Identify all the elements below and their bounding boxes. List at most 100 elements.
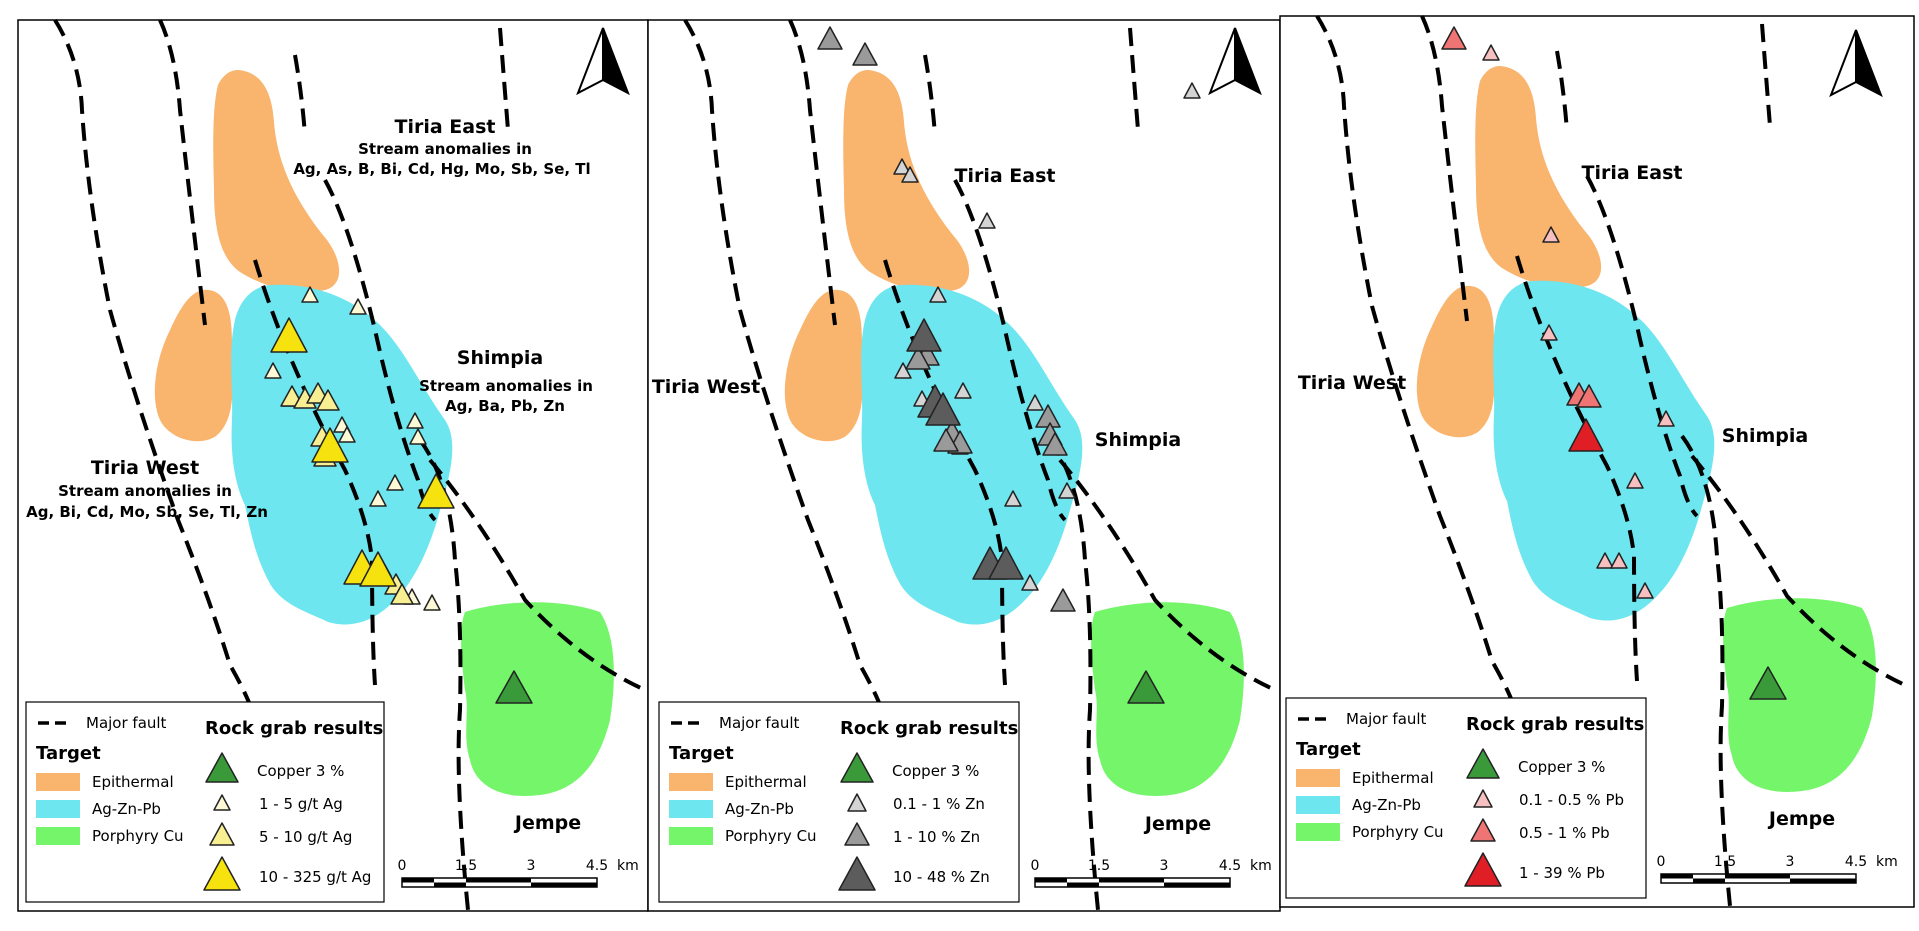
- legend-class-2-triangle: [209, 822, 235, 846]
- fault-line: [1128, 27, 1140, 131]
- sample-triangle: [852, 42, 878, 66]
- legend-epithermal-swatch: [1296, 769, 1340, 787]
- sample-triangle: [406, 412, 424, 429]
- legend-copper-triangle: [840, 752, 874, 783]
- legend-porphyry-label: Porphyry Cu: [725, 827, 817, 845]
- fault-line: [293, 54, 307, 136]
- fault-line: [1315, 14, 1519, 717]
- legend-class-2-label: 5 - 10 g/t Ag: [259, 828, 352, 846]
- sample-triangle: [929, 286, 947, 303]
- legend-porphyry-swatch: [36, 827, 80, 845]
- sample-points: [817, 26, 1201, 704]
- sample-triangle: [390, 583, 414, 605]
- legend-epithermal-swatch: [36, 773, 80, 791]
- scale-tick-2: 3: [1160, 858, 1169, 874]
- legend-epithermal-label: Epithermal: [1352, 769, 1434, 787]
- legend-copper-label: Copper 3 %: [892, 762, 979, 780]
- sample-triangle: [311, 427, 349, 463]
- label-tiria-east: Tiria East: [1582, 162, 1683, 184]
- sample-triangle: [817, 26, 843, 50]
- label-jempe: Jempe: [1767, 808, 1835, 830]
- label-jempe: Jempe: [1143, 813, 1211, 835]
- sample-triangle: [1183, 82, 1201, 99]
- panel-lead: Tiria East Tiria West Shimpia Jempe 0 1.…: [1279, 14, 1915, 908]
- sample-triangle: [409, 428, 427, 445]
- sample-triangle: [1441, 26, 1467, 50]
- scale-bar: 0 1.5 3 4.5 km: [1031, 858, 1272, 888]
- fault-line: [498, 27, 510, 131]
- legend-class-1-triangle: [1473, 789, 1493, 808]
- sample-triangle: [1626, 472, 1644, 489]
- sample-triangle: [925, 392, 961, 426]
- fault-line: [53, 18, 257, 721]
- legend-ag-zn-pb-swatch: [669, 800, 713, 818]
- legend-porphyry-label: Porphyry Cu: [1352, 823, 1444, 841]
- sample-triangle: [264, 362, 282, 379]
- sample-triangle: [933, 428, 959, 452]
- legend-class-2-label: 0.5 - 1 % Pb: [1519, 824, 1610, 842]
- sample-triangle: [1540, 324, 1558, 341]
- fault-line: [1680, 434, 1732, 907]
- legend-rock-title: Rock grab results: [1466, 714, 1644, 735]
- legend: Major fault Target Epithermal Ag-Zn-Pb P…: [25, 701, 385, 903]
- legend-epithermal-label: Epithermal: [725, 773, 807, 791]
- sample-triangle: [1568, 418, 1604, 452]
- legend-porphyry-label: Porphyry Cu: [92, 827, 184, 845]
- scale-tick-0: 0: [1031, 858, 1040, 874]
- label-tiria-east: Tiria East: [955, 165, 1056, 187]
- sample-triangle: [893, 158, 911, 175]
- legend-ag-zn-pb-label: Ag-Zn-Pb: [92, 800, 161, 818]
- legend-porphyry-swatch: [669, 827, 713, 845]
- scale-tick-3: 4.5: [1845, 854, 1867, 870]
- porphyry-target: [1723, 598, 1876, 792]
- fault-line: [323, 179, 437, 522]
- legend-class-1-label: 1 - 5 g/t Ag: [259, 795, 343, 813]
- copper-sample-triangle: [495, 670, 533, 704]
- legend-fault-label: Major fault: [719, 714, 800, 732]
- sample-triangle: [988, 546, 1024, 580]
- copper-sample-triangle: [1127, 670, 1165, 704]
- sample-triangle: [1636, 582, 1654, 599]
- sample-triangle: [1596, 552, 1614, 569]
- legend-target-title: Target: [669, 743, 734, 764]
- fault-line: [1760, 23, 1772, 127]
- legend-porphyry-swatch: [1296, 823, 1340, 841]
- label-tiria-east: Tiria East: [395, 116, 496, 138]
- label-tiria-east-anomaly-title: Stream anomalies in: [358, 140, 532, 158]
- scale-tick-2: 3: [527, 858, 536, 874]
- sample-triangle: [1542, 226, 1560, 243]
- scale-bar: 0 1.5 3 4.5 km: [1657, 854, 1898, 884]
- label-shimpia: Shimpia: [1722, 425, 1808, 447]
- sample-triangle: [1576, 384, 1602, 408]
- sample-triangle: [906, 318, 942, 352]
- scale-unit: km: [1876, 854, 1898, 870]
- sample-triangle: [359, 551, 397, 587]
- scale-tick-2: 3: [1786, 854, 1795, 870]
- scale-tick-1: 1.5: [1088, 858, 1110, 874]
- legend-fault-label: Major fault: [1346, 710, 1427, 728]
- sample-triangle: [905, 346, 931, 370]
- sample-triangle: [386, 474, 404, 491]
- legend-copper-label: Copper 3 %: [1518, 758, 1605, 776]
- fault-line: [1555, 50, 1569, 132]
- legend-class-3-triangle: [203, 856, 241, 891]
- legend-ag-zn-pb-swatch: [1296, 796, 1340, 814]
- label-shimpia-anomaly-title: Stream anomalies in: [419, 377, 593, 395]
- map-labels: Tiria East Stream anomalies in Ag, As, B…: [26, 116, 593, 834]
- target-areas: [1416, 66, 1876, 792]
- sample-triangle: [301, 286, 319, 303]
- legend-ag-zn-pb-label: Ag-Zn-Pb: [725, 800, 794, 818]
- legend-epithermal-swatch: [669, 773, 713, 791]
- fault-line: [1058, 458, 1276, 692]
- label-tiria-west: Tiria West: [1298, 372, 1406, 394]
- legend-ag-zn-pb-label: Ag-Zn-Pb: [1352, 796, 1421, 814]
- legend-fault-label: Major fault: [86, 714, 167, 732]
- epithermal-target-west: [1416, 285, 1495, 438]
- map-labels: Tiria East Tiria West Shimpia Jempe: [1298, 162, 1835, 830]
- panel-silver: Tiria East Stream anomalies in Ag, As, B…: [17, 18, 649, 912]
- legend-class-1-triangle: [847, 793, 867, 812]
- label-tiria-west-anomaly-elements: Ag, Bi, Cd, Mo, Sb, Se, Tl, Zn: [26, 503, 268, 521]
- fault-line: [683, 18, 887, 721]
- scale-tick-1: 1.5: [1714, 854, 1736, 870]
